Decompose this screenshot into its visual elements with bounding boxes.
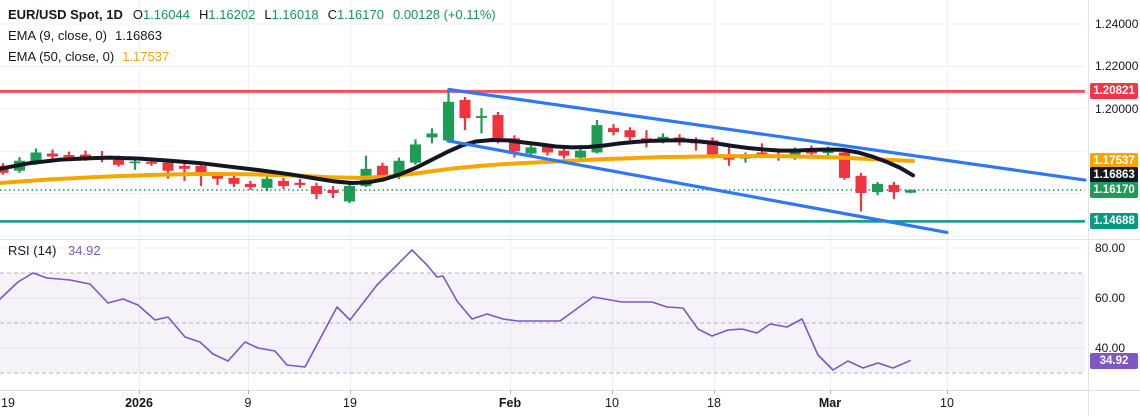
time-axis-label: 2026 bbox=[125, 396, 153, 410]
open-label: O bbox=[132, 7, 143, 22]
rsi-axis-label: 40.00 bbox=[1095, 341, 1126, 355]
rsi-value: 34.92 bbox=[68, 243, 101, 258]
price-axis-label: 1.20000 bbox=[1095, 101, 1139, 116]
close-label: C bbox=[327, 7, 337, 22]
open-value: 1.16044 bbox=[142, 7, 190, 22]
price-badge: 1.14688 bbox=[1090, 213, 1138, 230]
low-value: 1.16018 bbox=[271, 7, 319, 22]
ema50-value: 1.17537 bbox=[122, 49, 170, 64]
ema9-row[interactable]: EMA (9, close, 0) 1.16863 bbox=[8, 25, 496, 46]
time-axis-label: Mar bbox=[818, 396, 842, 410]
high-value: 1.16202 bbox=[208, 7, 256, 22]
time-axis-label: 18 bbox=[707, 396, 721, 410]
time-axis-label: 19 bbox=[343, 396, 357, 410]
ema9-label: EMA (9, close, 0) bbox=[8, 28, 107, 43]
ema9-value: 1.16863 bbox=[114, 28, 162, 43]
rsi-legend[interactable]: RSI (14) 34.92 bbox=[8, 242, 101, 259]
price-axis-label: 1.24000 bbox=[1095, 17, 1139, 31]
ohlc-open: O1.16044 bbox=[133, 6, 190, 23]
time-axis-label: 9 bbox=[244, 396, 252, 410]
rsi-label: RSI (14) bbox=[8, 243, 57, 258]
time-axis-label: 10 bbox=[940, 396, 954, 410]
ohlc-close: C1.16170 bbox=[328, 6, 384, 23]
price-badge: 1.16170 bbox=[1090, 182, 1138, 198]
high-label: H bbox=[198, 7, 209, 22]
trendline-lower[interactable] bbox=[446, 139, 949, 234]
rsi-axis-label: 80.00 bbox=[1095, 241, 1126, 255]
change-value: 0.00128 (+0.11%) bbox=[392, 7, 496, 22]
ema50-label: EMA (50, close, 0) bbox=[8, 49, 115, 64]
ohlc-high: H1.16202 bbox=[199, 6, 255, 23]
rsi-axis-label: 60.00 bbox=[1095, 291, 1126, 305]
low-label: L bbox=[264, 7, 272, 22]
close-value: 1.16170 bbox=[336, 7, 384, 22]
price-axis-label: 1.22000 bbox=[1095, 59, 1139, 74]
time-axis[interactable]: 19 2026 9 19 Feb 10 18 Mar 10 bbox=[0, 391, 1140, 416]
ema9-line bbox=[0, 137, 915, 186]
time-axis-label: 10 bbox=[605, 396, 619, 410]
price-badge: 1.16863 bbox=[1090, 167, 1138, 184]
symbol-row: EUR/USD Spot, 1D O1.16044 H1.16202 L1.16… bbox=[8, 4, 496, 25]
rsi-band bbox=[0, 272, 1085, 374]
grid bbox=[0, 0, 1085, 390]
ohlc-low: L1.16018 bbox=[264, 6, 318, 23]
price-badge: 1.20821 bbox=[1090, 83, 1138, 100]
trendline-upper[interactable] bbox=[447, 87, 1087, 182]
rsi-badge: 34.92 bbox=[1090, 352, 1138, 369]
ema50-row[interactable]: EMA (50, close, 0) 1.17537 bbox=[8, 46, 496, 67]
price-badge: 1.17537 bbox=[1090, 153, 1138, 170]
symbol-title: EUR/USD Spot, 1D bbox=[8, 7, 123, 22]
price-axis[interactable]: 1.24000 1.22000 1.20000 80.00 60.00 40.00 1.20… bbox=[1089, 0, 1140, 390]
main-legend[interactable]: EUR/USD Spot, 1D O1.16044 H1.16202 L1.16… bbox=[8, 4, 496, 67]
ema50-line bbox=[0, 154, 915, 186]
time-axis-label: 19 bbox=[1, 396, 15, 410]
rsi-line bbox=[0, 249, 911, 371]
time-axis-label: Feb bbox=[498, 396, 522, 410]
